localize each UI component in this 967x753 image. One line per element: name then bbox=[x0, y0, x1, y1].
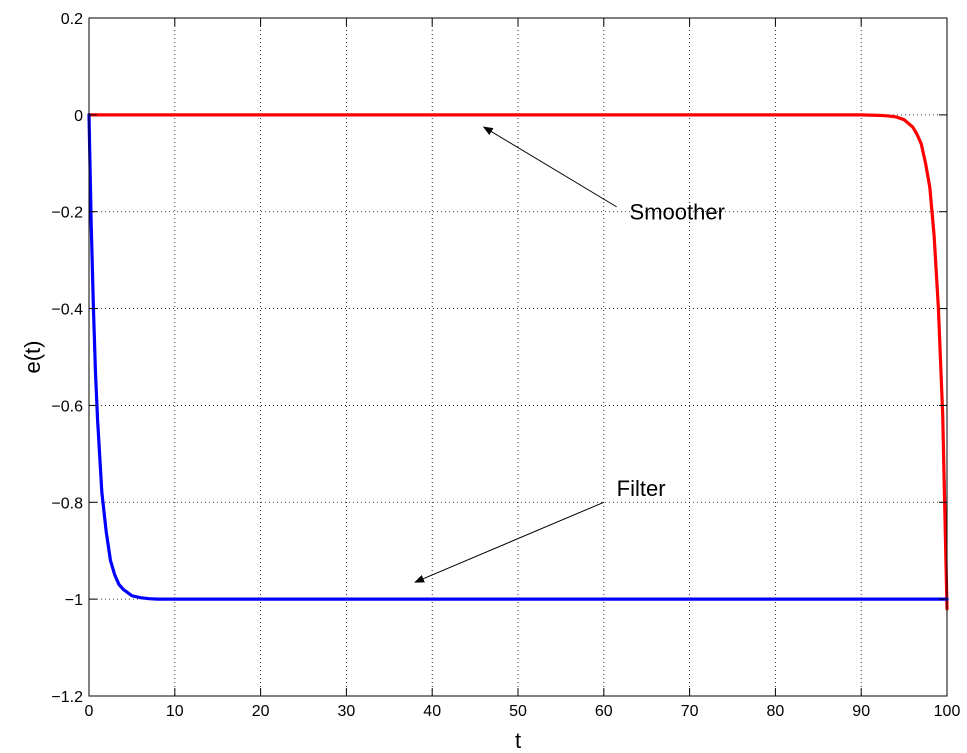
annotation-arrow-smoother bbox=[482, 126, 617, 208]
axis-ticks: 0 10 20 30 40 50 60 70 80 90 100 0.2 0 −0.2 −0.4 −0.6 −0… bbox=[51, 11, 960, 720]
series-line-1 bbox=[87, 113, 949, 611]
series-line-2 bbox=[87, 113, 949, 601]
x-tick-label: 30 bbox=[338, 703, 356, 720]
x-tick-label: 20 bbox=[252, 703, 270, 720]
y-tick-label: −0.8 bbox=[51, 495, 83, 512]
annotations: Smoother Filter bbox=[414, 126, 725, 583]
x-tick-label: 50 bbox=[509, 703, 527, 720]
x-tick-label: 60 bbox=[595, 703, 613, 720]
annotation-arrow-filter bbox=[414, 501, 604, 583]
y-tick-label: −0.4 bbox=[51, 302, 83, 319]
y-tick-label: −0.6 bbox=[51, 398, 83, 415]
x-axis-label: t bbox=[515, 728, 521, 753]
annotation-label-smoother: Smoother bbox=[630, 200, 725, 225]
y-axis-label: e(t) bbox=[20, 341, 45, 374]
x-tick-label: 40 bbox=[423, 703, 441, 720]
x-tick-label: 90 bbox=[852, 703, 870, 720]
x-tick-label: 80 bbox=[767, 703, 785, 720]
x-tick-label: 0 bbox=[85, 703, 94, 720]
x-tick-label: 10 bbox=[166, 703, 184, 720]
series-layer bbox=[87, 113, 949, 611]
x-tick-label: 70 bbox=[681, 703, 699, 720]
annotation-label-filter: Filter bbox=[617, 476, 666, 501]
y-tick-label: −1.2 bbox=[51, 689, 83, 706]
y-tick-label: −0.2 bbox=[51, 205, 83, 222]
y-tick-label: −1 bbox=[65, 592, 83, 609]
y-tick-label: 0.2 bbox=[61, 11, 83, 28]
y-tick-label: 0 bbox=[74, 108, 83, 125]
x-tick-label: 100 bbox=[934, 703, 961, 720]
